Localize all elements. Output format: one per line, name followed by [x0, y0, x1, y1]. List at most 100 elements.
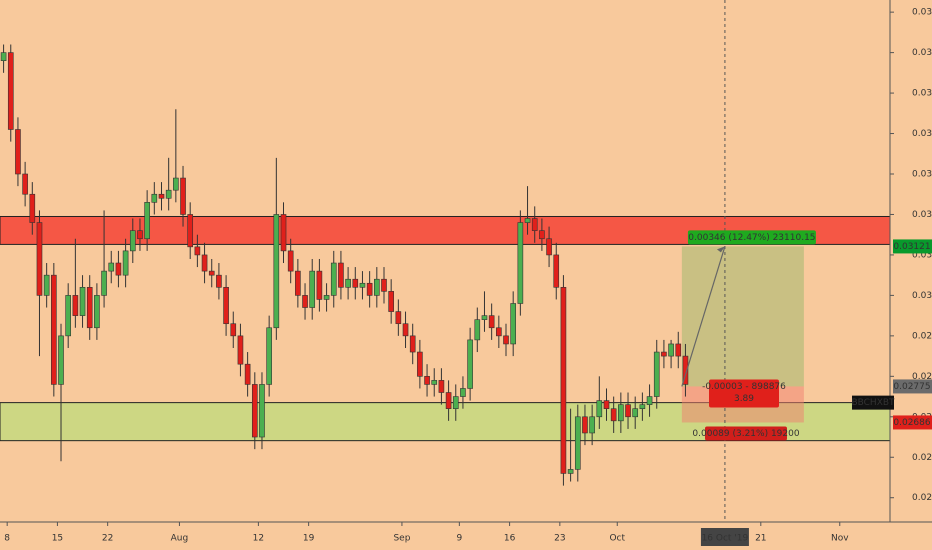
x-tick-label: Aug	[171, 534, 189, 544]
price-tag-box	[893, 415, 932, 430]
candle-body	[567, 469, 574, 474]
candle-body	[187, 214, 194, 248]
symbol-tag-box	[852, 395, 894, 410]
candle-body	[22, 173, 28, 195]
target-label-box	[687, 230, 816, 245]
candle-body	[251, 384, 258, 438]
candle-body	[409, 335, 416, 353]
candle-body	[510, 303, 516, 345]
y-tick-label: 0.02900	[912, 331, 932, 341]
candle-body	[417, 351, 423, 377]
y-tick-label: 0.03100	[912, 250, 932, 260]
candle-body	[582, 416, 588, 434]
arrow-head	[716, 246, 725, 253]
candle-body	[316, 270, 323, 300]
candle-body	[165, 189, 172, 199]
candle-body	[86, 287, 93, 329]
candle-body	[531, 218, 538, 231]
candle-body	[0, 52, 7, 61]
candle-body	[639, 404, 646, 409]
target-label-text: 0.00346 (12.47%) 23110.15	[688, 233, 815, 243]
x-tick-label: Oct	[609, 534, 625, 544]
candle-body	[445, 392, 452, 409]
candle-body	[474, 319, 481, 341]
mid-label-box	[709, 379, 779, 408]
candle-body	[137, 230, 143, 240]
crosshair-date-box	[700, 528, 749, 546]
candle-body	[345, 278, 351, 288]
candle-body	[94, 295, 100, 329]
price-tag-box	[893, 239, 932, 254]
candle-body	[230, 323, 237, 337]
candle-body	[366, 282, 373, 296]
candle-body	[151, 193, 158, 203]
candle-body	[460, 388, 466, 397]
candle-body	[546, 238, 552, 256]
candle-body	[661, 351, 667, 357]
candle-body	[309, 270, 316, 308]
candle-body	[244, 363, 251, 385]
candle-body	[129, 230, 136, 252]
candle-body	[15, 129, 21, 175]
candle-body	[122, 250, 129, 276]
candle-body	[338, 262, 344, 288]
y-tick-label: 0.03200	[912, 210, 932, 220]
candle-body	[173, 177, 179, 191]
candle-body	[503, 335, 509, 345]
candle-body	[424, 376, 430, 385]
candle-body	[259, 384, 265, 438]
y-tick-label: 0.03300	[912, 170, 932, 180]
candle-body	[216, 274, 222, 288]
candle-body	[72, 295, 79, 316]
candle-body	[208, 270, 215, 276]
x-tick-label: 12	[253, 534, 264, 544]
x-tick-label: 9	[456, 534, 462, 544]
candle-body	[668, 343, 674, 357]
candle-body	[560, 287, 567, 474]
candle-body	[302, 295, 308, 308]
candle-body	[36, 222, 43, 296]
candle-body	[223, 287, 229, 325]
candle-body	[287, 250, 294, 272]
candle-body	[431, 380, 438, 385]
candle-body	[452, 396, 459, 409]
profit-zone	[681, 246, 804, 387]
candle-body	[524, 218, 531, 223]
candle-body	[330, 262, 337, 296]
symbol-tag: BBCHXBT	[851, 398, 895, 408]
candle-body	[374, 278, 380, 296]
candle-body	[517, 222, 524, 304]
candle-body	[237, 335, 244, 365]
candle-body	[388, 291, 394, 312]
projection-arrow	[681, 246, 726, 387]
candle-body	[323, 295, 330, 300]
price-tag-label: 0.02775	[893, 382, 930, 392]
candle-body	[596, 400, 603, 418]
y-tick-label: 0.02600	[912, 453, 932, 463]
candle-body	[618, 404, 624, 422]
candle-body	[101, 270, 107, 296]
candle-body	[603, 400, 610, 409]
candle-body	[574, 416, 581, 470]
candle-body	[29, 193, 36, 223]
candle-body	[115, 262, 122, 276]
candle-body	[201, 254, 208, 272]
candle-body	[675, 343, 682, 357]
x-tick-label: Sep	[393, 534, 410, 544]
y-tick-label: 0.03600	[912, 48, 932, 58]
candle-body	[553, 254, 560, 288]
candle-body	[280, 214, 287, 252]
candle-body	[65, 295, 71, 337]
candle-body	[481, 315, 488, 320]
candle-body	[496, 327, 502, 337]
stop-label-text: 0.00089 (3.21%) 19200	[692, 429, 799, 439]
x-tick-label: Nov	[831, 534, 849, 544]
x-tick-label: 22	[102, 534, 113, 544]
x-tick-label: 21	[755, 534, 766, 544]
candle-body	[589, 416, 595, 434]
candle-body	[352, 278, 359, 288]
candle-body	[610, 408, 617, 422]
y-tick-label: 0.02500	[912, 493, 932, 503]
stop-label-box	[705, 426, 787, 441]
